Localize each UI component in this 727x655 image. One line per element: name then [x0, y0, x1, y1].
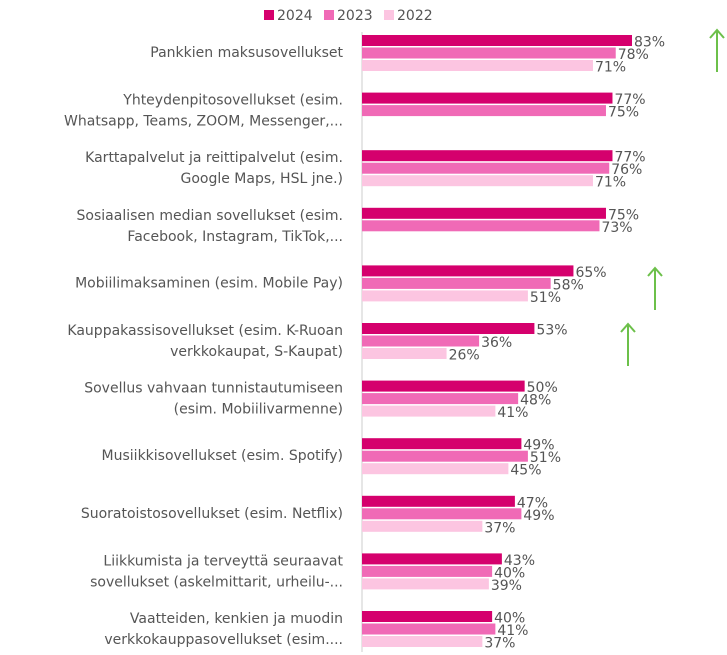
bar	[362, 565, 493, 577]
value-label: 40%	[494, 565, 525, 581]
bar	[362, 405, 496, 417]
category-label: verkkokauppasovellukset (esim....	[104, 632, 343, 648]
value-label: 53%	[536, 323, 567, 339]
category-label: Pankkien maksusovellukset	[150, 45, 343, 61]
bar	[362, 105, 606, 117]
value-label: 83%	[634, 35, 665, 51]
bar	[362, 508, 522, 520]
bar	[362, 92, 613, 104]
bar	[362, 323, 535, 334]
legend-label: 2023	[337, 8, 373, 24]
category-label: Sosiaalisen median sovellukset (esim.	[77, 208, 343, 224]
bar	[362, 438, 522, 450]
value-label: 71%	[595, 175, 626, 191]
category-label: Yhteydenpitosovellukset (esim.	[122, 93, 343, 109]
legend-swatch	[264, 10, 274, 20]
bar	[362, 578, 489, 590]
legend-swatch	[384, 10, 394, 20]
legend-label: 2024	[277, 8, 313, 24]
bar	[362, 335, 480, 347]
category-label: Musiikkisovellukset (esim. Spotify)	[102, 448, 343, 464]
category-label: Google Maps, HSL jne.)	[180, 171, 343, 187]
value-label: 48%	[520, 393, 551, 409]
legend-label: 2022	[397, 8, 433, 24]
bar	[362, 277, 551, 289]
value-label: 71%	[595, 60, 626, 76]
value-label: 75%	[608, 105, 639, 121]
bar	[362, 175, 593, 187]
value-label: 75%	[608, 207, 639, 223]
category-label: Liikkumista ja terveyttä seuraavat	[103, 553, 343, 569]
trend-arrows	[620, 28, 725, 366]
bar	[362, 380, 525, 392]
category-label: Mobiilimaksaminen (esim. Mobile Pay)	[75, 275, 343, 291]
bar	[362, 47, 616, 59]
up-arrow	[709, 28, 725, 72]
category-label: Kauppakassisovellukset (esim. K-Ruoan	[67, 323, 343, 339]
legend-swatch	[324, 10, 334, 20]
bar	[362, 553, 502, 565]
bar	[362, 150, 613, 162]
value-label: 51%	[530, 450, 561, 466]
value-label: 65%	[575, 265, 606, 281]
category-label: Facebook, Instagram, TikTok,...	[127, 229, 343, 245]
value-label: 47%	[517, 495, 548, 511]
value-label: 41%	[497, 405, 528, 421]
category-label: Vaatteiden, kenkien ja muodin	[130, 611, 343, 627]
category-label: sovellukset (askelmittarit, urheilu-...	[90, 574, 343, 590]
value-label: 43%	[504, 553, 535, 569]
category-label: (esim. Mobiilivarmenne)	[174, 402, 343, 418]
value-label: 77%	[614, 150, 645, 166]
bar	[362, 60, 593, 71]
value-label: 26%	[449, 348, 480, 364]
bar	[362, 162, 610, 174]
bar	[362, 35, 632, 46]
category-label: Sovellus vahvaan tunnistautumiseen	[84, 381, 343, 397]
bar	[362, 265, 574, 277]
bar	[362, 520, 483, 532]
value-label: 78%	[618, 47, 649, 63]
value-label: 40%	[494, 611, 525, 627]
value-label: 45%	[510, 463, 541, 479]
bar	[362, 611, 493, 622]
bar	[362, 450, 528, 462]
up-arrow	[647, 266, 663, 310]
value-label: 49%	[523, 438, 554, 454]
bar	[362, 207, 606, 219]
bar	[362, 290, 528, 302]
value-label: 73%	[601, 220, 632, 236]
value-label: 51%	[530, 290, 561, 306]
value-label: 58%	[553, 277, 584, 293]
category-label: Suoratoistosovellukset (esim. Netflix)	[81, 506, 343, 522]
value-label: 39%	[491, 578, 522, 594]
category-label: verkkokaupat, S-Kaupat)	[170, 344, 343, 360]
category-label: Whatsapp, Teams, ZOOM, Messenger,...	[64, 114, 343, 130]
up-arrow	[620, 322, 636, 366]
bar	[362, 623, 496, 635]
bar	[362, 636, 483, 647]
value-label: 50%	[527, 380, 558, 396]
bar	[362, 495, 515, 507]
value-label: 41%	[497, 623, 528, 639]
value-label: 76%	[611, 162, 642, 178]
value-label: 77%	[614, 92, 645, 108]
value-label: 36%	[481, 335, 512, 351]
bar	[362, 393, 519, 405]
value-label: 49%	[523, 508, 554, 524]
category-label: Karttapalvelut ja reittipalvelut (esim.	[85, 150, 343, 166]
value-label: 37%	[484, 636, 515, 652]
value-label: 37%	[484, 520, 515, 536]
bar	[362, 463, 509, 475]
bar	[362, 220, 600, 232]
bar	[362, 348, 447, 359]
